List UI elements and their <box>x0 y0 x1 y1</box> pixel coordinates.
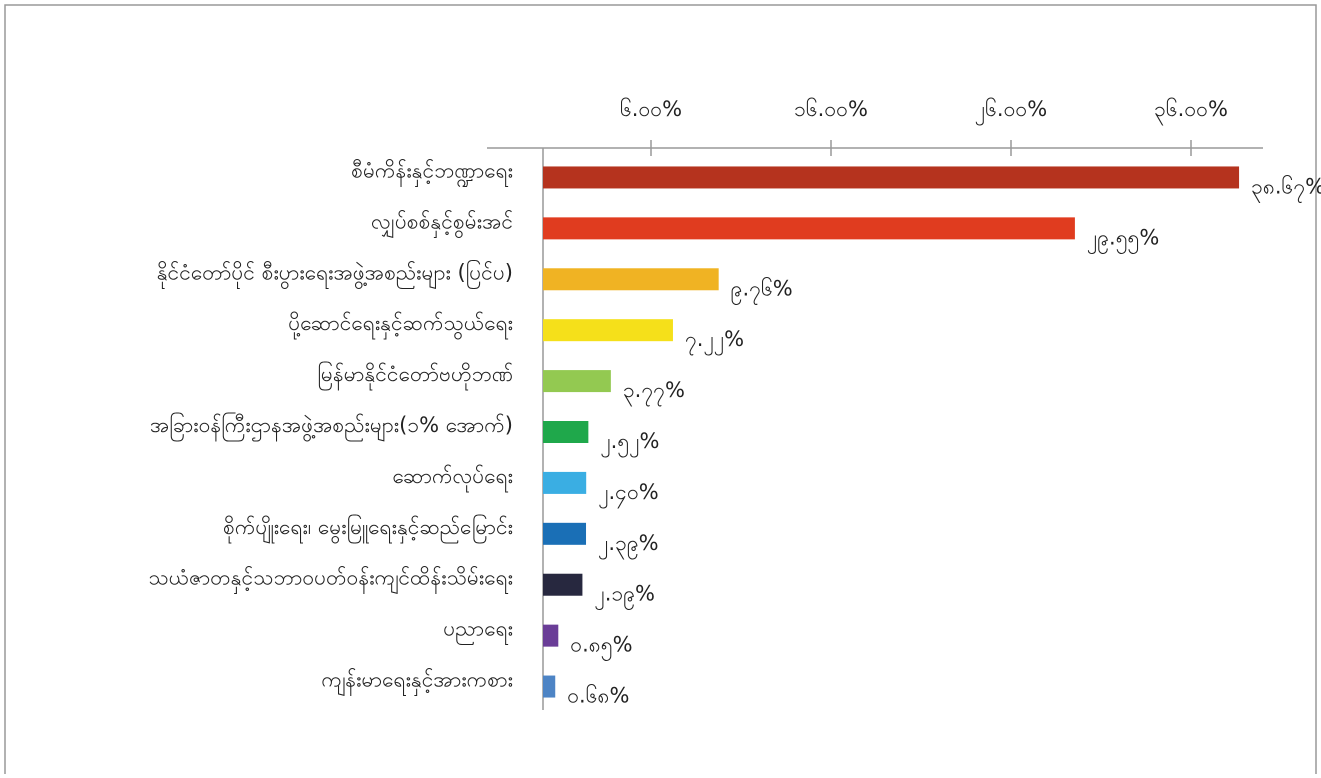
y-tick-label: မြန်မာနိုင်ငံတော်ဗဟိုဘဏ် <box>317 360 513 391</box>
bar <box>543 624 559 647</box>
y-tick-label: အခြားဝန်ကြီးဌာနအဖွဲ့အစည်းများ(၁% အောက်) <box>150 411 513 443</box>
value-label: ၂၉.၅၅% <box>1087 225 1159 254</box>
value-label: ၂.၃၉% <box>598 531 659 560</box>
y-tick-label: ပို့ဆောင်ရေးနှင့်ဆက်သွယ်ရေး <box>288 310 513 341</box>
bar <box>543 370 611 393</box>
bar <box>543 166 1240 189</box>
value-label: ၃.၇၇% <box>623 378 685 407</box>
value-label: ၃၈.၆၇% <box>1251 173 1321 203</box>
bar <box>543 217 1075 240</box>
bar <box>543 319 673 342</box>
bar <box>543 675 556 698</box>
y-tick-label: ပညာရေး <box>443 617 513 646</box>
x-tick-label: ၂၆.၀၀% <box>975 96 1047 126</box>
y-tick-label: လျှပ်စစ်နှင့်စွမ်းအင် <box>371 208 513 239</box>
frame <box>4 4 1317 778</box>
bar <box>543 471 587 494</box>
value-label: ၀.၈၅% <box>570 633 632 662</box>
y-tick-label: စိုက်ပျိုးရေး၊ မွေးမြူရေးနှင့်ဆည်မြောင်း <box>223 513 513 545</box>
x-tick-label: ၆.၀၀% <box>620 96 682 121</box>
y-tick-label: စီမံကိန်းနှင့်ဘဏ္ဍာရေး <box>351 157 513 188</box>
bar <box>543 268 719 291</box>
y-tick-label: ဆောက်လုပ်ရေး <box>392 463 513 493</box>
y-tick-label: သယံဇာတနှင့်သဘာဝပတ်ဝန်းကျင်ထိန်းသိမ်းရေး <box>148 565 513 596</box>
y-tick-label: နိုင်ငံတော်ပိုင် စီးပွားရေးအဖွဲ့အစည်းမျာ… <box>157 258 513 290</box>
value-label: ၀.၆၈% <box>567 683 629 708</box>
y-tick-label: ကျန်းမာရေးနှင့်အားကစား <box>321 667 513 698</box>
value-label: ၂.၄၀% <box>598 480 659 509</box>
value-label: ၂.၁၉% <box>594 582 655 611</box>
value-label: ၉.၇၆% <box>731 275 793 305</box>
bar <box>543 421 589 443</box>
bar <box>543 522 587 545</box>
value-label: ၂.၅၂% <box>600 429 659 458</box>
value-label: ၇.၂၂% <box>685 327 744 356</box>
bar <box>543 573 583 596</box>
x-tick-label: ၁၆.၀၀% <box>794 96 868 121</box>
x-tick-label: ၃၆.၀၀% <box>1154 96 1228 126</box>
